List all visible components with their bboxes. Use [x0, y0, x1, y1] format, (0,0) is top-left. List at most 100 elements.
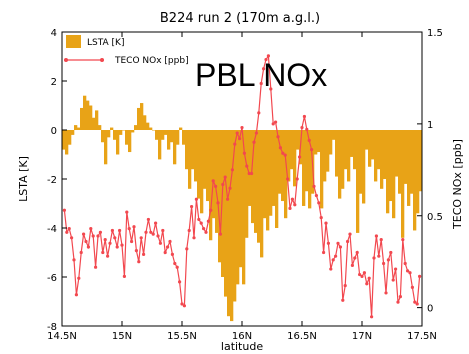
- nox-point: [132, 225, 136, 229]
- nox-point: [346, 239, 350, 244]
- nox-point: [370, 315, 374, 319]
- lsta-bar: [98, 125, 102, 130]
- nox-point: [108, 241, 112, 245]
- nox-point: [259, 81, 263, 86]
- nox-point: [276, 135, 280, 139]
- legend-marker-nox-b: [100, 58, 104, 62]
- x-tick-label: 15N: [112, 331, 132, 342]
- lsta-bar: [110, 127, 114, 130]
- nox-point: [413, 300, 417, 304]
- lsta-bar: [380, 130, 384, 189]
- nox-point: [175, 265, 179, 269]
- lsta-bar: [128, 130, 132, 153]
- lsta-bar: [179, 127, 183, 130]
- chart-title: B224 run 2 (170m a.g.l.): [160, 11, 320, 26]
- nox-point: [281, 151, 285, 155]
- lsta-bar: [344, 130, 348, 170]
- nox-point: [173, 261, 177, 266]
- lsta-bar: [335, 130, 339, 177]
- y-tick-label: 4: [51, 28, 57, 39]
- nox-point: [362, 271, 366, 275]
- nox-point: [358, 272, 362, 277]
- nox-point: [298, 155, 302, 159]
- nox-point: [372, 256, 376, 260]
- lsta-bar: [281, 130, 285, 202]
- lsta-bar: [158, 130, 162, 160]
- nox-point: [168, 239, 172, 244]
- lsta-bar: [104, 130, 108, 165]
- lsta-bar: [362, 130, 366, 204]
- y-axis-left: -8 -6 -4 -2 0 2 4: [47, 28, 67, 333]
- nox-point: [266, 54, 270, 58]
- nox-point: [182, 304, 186, 308]
- nox-point: [70, 236, 74, 240]
- nox-point: [264, 57, 268, 62]
- nox-point: [113, 236, 117, 240]
- lsta-bar: [317, 130, 321, 153]
- y-tick-label: 2: [51, 77, 57, 88]
- nox-point: [226, 197, 230, 201]
- lsta-bar: [152, 130, 156, 131]
- nox-point: [98, 230, 102, 234]
- nox-point: [382, 261, 386, 266]
- nox-point: [343, 283, 347, 288]
- nox-point: [62, 208, 66, 212]
- nox-point: [305, 127, 309, 131]
- nox-point: [331, 258, 335, 262]
- nox-point: [254, 131, 258, 135]
- lsta-bar: [263, 130, 267, 219]
- nox-point: [293, 203, 297, 207]
- lsta-bar: [209, 130, 213, 241]
- lsta-bar: [347, 130, 351, 182]
- nox-point: [274, 120, 278, 124]
- nox-point: [245, 164, 249, 168]
- pbl-nox-annotation: PBL NOx: [195, 57, 327, 93]
- lsta-bar: [326, 130, 330, 172]
- lsta-bar: [419, 130, 423, 192]
- nox-point: [336, 241, 340, 245]
- lsta-bar: [332, 130, 336, 140]
- lsta-bar: [350, 130, 354, 157]
- nox-point: [322, 250, 326, 255]
- lsta-bar: [212, 130, 216, 219]
- lsta-bar: [407, 130, 411, 206]
- nox-point: [161, 228, 165, 233]
- y-tick-label: -2: [47, 175, 57, 186]
- lsta-bar: [188, 130, 192, 189]
- nox-point: [89, 227, 93, 231]
- lsta-bar: [320, 130, 324, 209]
- nox-point: [149, 230, 153, 234]
- y-tick-label: -8: [47, 322, 57, 333]
- lsta-bar: [62, 130, 66, 150]
- lsta-bar: [374, 130, 378, 182]
- legend-label-nox: TECO NOx [ppb]: [114, 56, 189, 66]
- nox-point: [389, 250, 393, 255]
- lsta-bar: [257, 130, 261, 243]
- lsta-bar: [200, 130, 204, 214]
- lsta-bar: [149, 127, 153, 130]
- nox-point: [65, 230, 69, 234]
- nox-point: [223, 175, 227, 179]
- nox-point: [101, 250, 105, 255]
- y-axis-title: LSTA [K]: [17, 156, 30, 202]
- lsta-bar: [233, 130, 237, 302]
- nox-point: [396, 300, 400, 304]
- legend: LSTA [K] TECO NOx [ppb]: [64, 35, 189, 66]
- lsta-bar: [368, 130, 372, 167]
- lsta-bar: [404, 130, 408, 184]
- nox-point: [242, 151, 246, 155]
- lsta-bar: [293, 130, 297, 187]
- x-tick-label: 17N: [352, 331, 372, 342]
- nox-point: [67, 227, 71, 231]
- lsta-bar: [242, 130, 246, 285]
- nox-point: [125, 210, 129, 214]
- lsta-bar: [371, 130, 375, 160]
- nox-point: [230, 168, 234, 172]
- lsta-bar: [134, 125, 138, 130]
- nox-point: [154, 221, 158, 225]
- nox-point: [350, 263, 354, 267]
- lsta-bar: [353, 130, 357, 170]
- nox-point: [338, 245, 342, 249]
- nox-point: [326, 241, 330, 245]
